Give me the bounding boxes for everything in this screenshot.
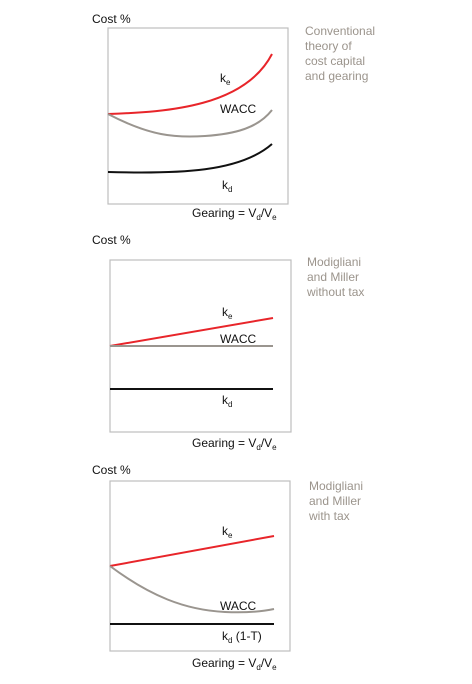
wacc-label: WACC (220, 599, 257, 613)
kd-curve (107, 143, 273, 174)
y-axis-label: Cost % (92, 233, 131, 247)
plot-frame (107, 27, 289, 205)
panel-mm-with-tax: Cost % ke WACC kd (1-T) Gearing = Vd/Ve … (92, 463, 366, 672)
panel-caption: Modigliani and Miller with tax (308, 479, 366, 523)
panel-mm-without-tax: Cost % ke WACC kd Gearing = Vd/Ve Modigl… (92, 233, 364, 452)
kd-label: kd (222, 393, 232, 409)
panel-caption: Conventional theory of cost capital and … (305, 24, 378, 83)
y-axis-label: Cost % (92, 463, 131, 477)
wacc-label: WACC (220, 102, 257, 116)
panel-conventional: Cost % ke WACC kd Gearing = Vd/Ve Conven… (92, 12, 378, 222)
ke-curve (109, 535, 275, 567)
ke-label: ke (220, 71, 231, 87)
wacc-curve (107, 109, 273, 138)
kd-label: kd (1-T) (222, 629, 262, 645)
wacc-label: WACC (220, 332, 257, 346)
ke-curve (109, 317, 274, 347)
ke-curve (107, 53, 273, 115)
plot-frame (109, 480, 291, 652)
wacc-curve (109, 565, 275, 614)
x-axis-label: Gearing = Vd/Ve (192, 436, 277, 452)
ke-label: ke (222, 524, 233, 540)
x-axis-label: Gearing = Vd/Ve (192, 656, 277, 672)
ke-label: ke (222, 305, 233, 321)
y-axis-label: Cost % (92, 12, 131, 26)
panel-caption: Modigliani and Miller without tax (306, 255, 364, 299)
x-axis-label: Gearing = Vd/Ve (192, 206, 277, 222)
kd-label: kd (222, 178, 232, 194)
